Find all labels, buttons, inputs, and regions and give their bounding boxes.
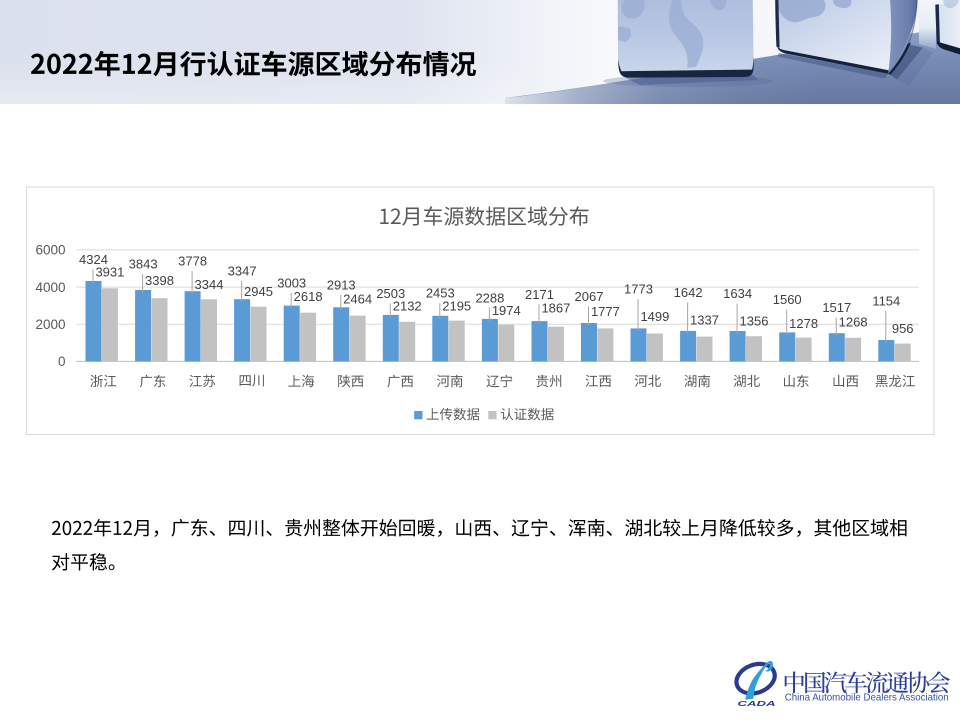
svg-text:2913: 2913 bbox=[327, 277, 356, 292]
svg-text:2288: 2288 bbox=[475, 290, 504, 305]
svg-text:3931: 3931 bbox=[95, 265, 124, 280]
svg-text:6000: 6000 bbox=[35, 243, 65, 258]
svg-text:4324: 4324 bbox=[79, 252, 108, 267]
svg-text:1974: 1974 bbox=[492, 303, 521, 318]
svg-text:2171: 2171 bbox=[525, 287, 554, 302]
svg-text:0: 0 bbox=[58, 354, 66, 369]
svg-text:1278: 1278 bbox=[789, 316, 818, 331]
svg-text:2453: 2453 bbox=[426, 286, 455, 301]
svg-text:2195: 2195 bbox=[442, 298, 471, 313]
svg-text:1634: 1634 bbox=[723, 286, 752, 301]
svg-text:1642: 1642 bbox=[674, 285, 703, 300]
svg-text:3778: 3778 bbox=[178, 254, 207, 269]
svg-text:1773: 1773 bbox=[624, 282, 653, 297]
svg-text:4000: 4000 bbox=[35, 280, 65, 295]
svg-text:1777: 1777 bbox=[591, 304, 620, 319]
svg-text:2132: 2132 bbox=[393, 299, 422, 314]
svg-text:3843: 3843 bbox=[129, 256, 158, 271]
svg-text:956: 956 bbox=[892, 321, 914, 336]
svg-text:2067: 2067 bbox=[575, 289, 604, 304]
svg-text:1356: 1356 bbox=[740, 314, 769, 329]
svg-text:3398: 3398 bbox=[145, 273, 174, 288]
svg-text:1517: 1517 bbox=[822, 300, 851, 315]
svg-text:2503: 2503 bbox=[376, 286, 405, 301]
svg-text:China Automobile Dealers Assoc: China Automobile Dealers Association bbox=[785, 693, 949, 704]
svg-text:3347: 3347 bbox=[228, 264, 257, 279]
svg-text:CADA: CADA bbox=[738, 699, 776, 708]
svg-text:1268: 1268 bbox=[839, 314, 868, 329]
svg-text:1154: 1154 bbox=[872, 293, 900, 308]
svg-text:3344: 3344 bbox=[195, 277, 224, 292]
svg-text:2945: 2945 bbox=[244, 284, 273, 299]
svg-text:3003: 3003 bbox=[277, 275, 306, 290]
svg-text:2464: 2464 bbox=[343, 291, 372, 306]
svg-text:1337: 1337 bbox=[690, 313, 719, 328]
svg-text:1499: 1499 bbox=[640, 309, 669, 324]
svg-text:2618: 2618 bbox=[294, 289, 323, 304]
svg-text:2000: 2000 bbox=[35, 317, 65, 332]
svg-text:1867: 1867 bbox=[541, 301, 570, 316]
svg-text:1560: 1560 bbox=[773, 292, 802, 307]
